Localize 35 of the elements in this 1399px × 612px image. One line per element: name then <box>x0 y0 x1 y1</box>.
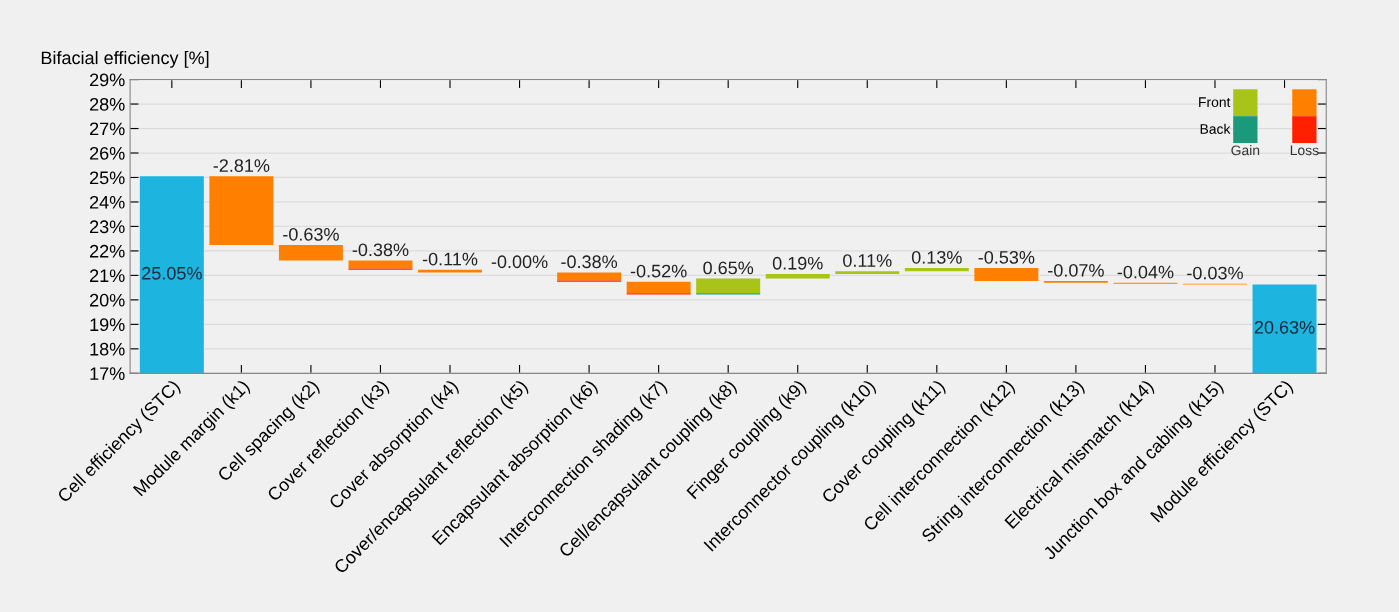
y-tick-label: 27% <box>90 122 125 136</box>
legend-label: Back <box>1200 123 1231 134</box>
y-tick-label: 25% <box>90 171 125 185</box>
text: -0.38% <box>561 255 618 269</box>
text: 0.65% <box>703 261 754 275</box>
y-tick-label: 18% <box>90 342 125 356</box>
y-tick-label: 24% <box>90 195 125 209</box>
y-tick-label: 28% <box>90 97 125 111</box>
y-tick-label: 26% <box>90 146 125 160</box>
y-tick-label: 17% <box>90 367 125 380</box>
annotation: Loss <box>1290 145 1319 156</box>
text: -0.07% <box>1048 263 1104 277</box>
y-axis-title: Bifacial efficiency [%] <box>41 50 209 68</box>
y-tick-label: 29% <box>90 73 125 87</box>
legend-label: Front <box>1199 97 1231 108</box>
text: -0.03% <box>1187 266 1243 280</box>
text: 0.19% <box>772 256 823 270</box>
text: -2.81% <box>213 159 270 172</box>
text: -0.53% <box>978 250 1035 264</box>
text: 20.63% <box>1254 320 1315 334</box>
text: 0.13% <box>911 250 962 264</box>
y-tick-label: 19% <box>90 318 125 332</box>
text: -0.63% <box>283 227 339 241</box>
y-tick-label: 23% <box>90 220 125 234</box>
text: -0.38% <box>352 243 409 257</box>
y-tick-label: 21% <box>90 269 125 283</box>
text: 25.05% <box>142 266 202 280</box>
text: -0.04% <box>1117 265 1174 279</box>
text: -0.11% <box>422 252 478 266</box>
y-tick-label: 22% <box>90 244 125 258</box>
y-tick-label: 20% <box>90 293 125 307</box>
text: -0.52% <box>630 264 687 278</box>
annotation: Gain <box>1231 145 1260 156</box>
annotation: -0.00% <box>491 255 548 269</box>
text: 0.11% <box>843 254 892 267</box>
